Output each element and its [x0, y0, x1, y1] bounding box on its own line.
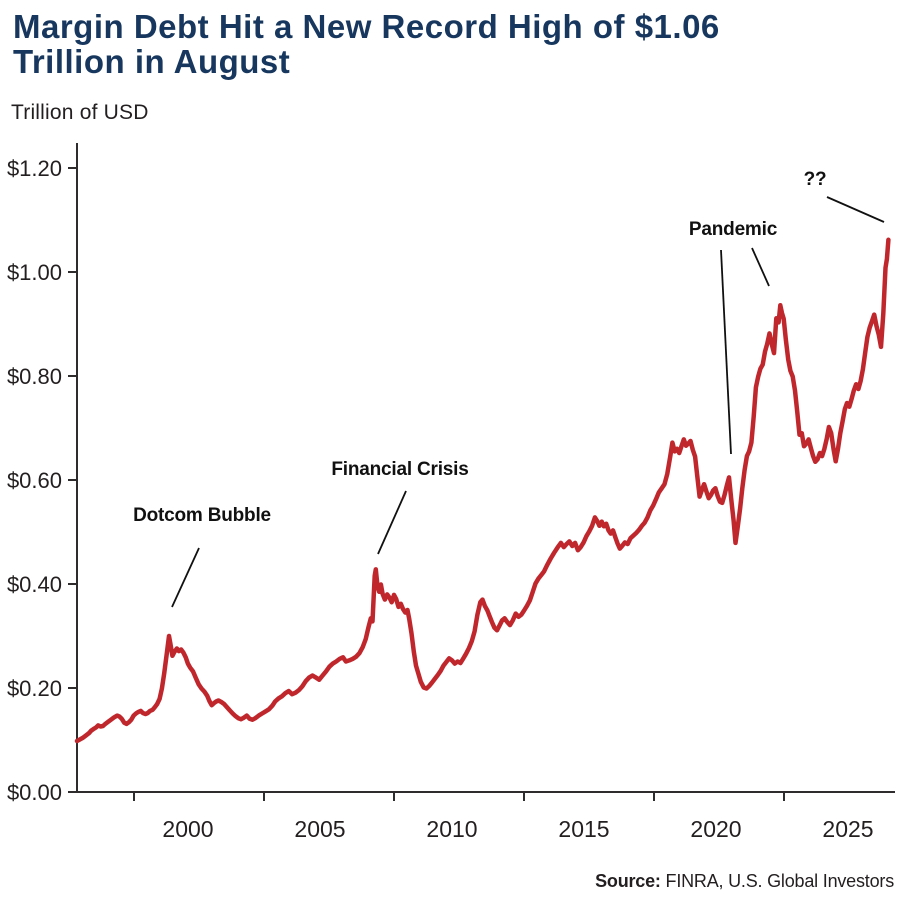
x-tick-label: 2025 [822, 816, 873, 842]
x-tick-label: 2010 [426, 816, 477, 842]
margin-debt-series [74, 237, 891, 744]
y-tick-label: $1.20 [7, 156, 62, 181]
leader-line-financial-crisis [377, 490, 407, 555]
y-tick-label: $0.80 [7, 364, 62, 389]
annotation-financial-crisis: Financial Crisis [331, 459, 469, 480]
x-tick-label: 2020 [690, 816, 741, 842]
chart-subtitle: Trillion of USD [11, 101, 149, 124]
y-tick-label: $0.60 [7, 468, 62, 493]
axes [76, 143, 895, 793]
x-tick-label: 2015 [558, 816, 609, 842]
chart-title: Margin Debt Hit a New Record High of $1.… [13, 9, 720, 79]
leader-line-dotcom-bubble [171, 547, 200, 608]
x-axis-ticks: 2000 2005 2010 2015 2020 2025 [133, 792, 874, 842]
x-tick-label: 2005 [294, 816, 345, 842]
annotation-record-high: ?? [803, 169, 827, 190]
y-tick-label: $0.40 [7, 572, 62, 597]
leader-line-pandemic [720, 249, 732, 455]
chart-title-line1: Margin Debt Hit a New Record High of $1.… [13, 8, 720, 45]
annotation-dotcom-bubble: Dotcom Bubble [133, 505, 271, 526]
leader-line-pandemic [751, 247, 770, 287]
annotation-pandemic: Pandemic [688, 219, 778, 240]
source-line: Source: FINRA, U.S. Global Investors [595, 871, 894, 892]
y-axis-ticks: $1.20 $1.00 $0.80 $0.60 $0.40 $0.20 $0.00 [7, 156, 77, 805]
y-tick-label: $1.00 [7, 260, 62, 285]
leader-line-record-high [826, 196, 885, 223]
source-label: Source: [595, 871, 661, 891]
y-tick-label: $0.20 [7, 676, 62, 701]
margin-debt-line [74, 237, 891, 744]
annotation-leader-lines [171, 196, 885, 608]
source-text: FINRA, U.S. Global Investors [660, 871, 895, 891]
x-tick-label: 2000 [162, 816, 213, 842]
y-tick-label: $0.00 [7, 780, 62, 805]
chart-title-line2: Trillion in August [13, 43, 291, 80]
